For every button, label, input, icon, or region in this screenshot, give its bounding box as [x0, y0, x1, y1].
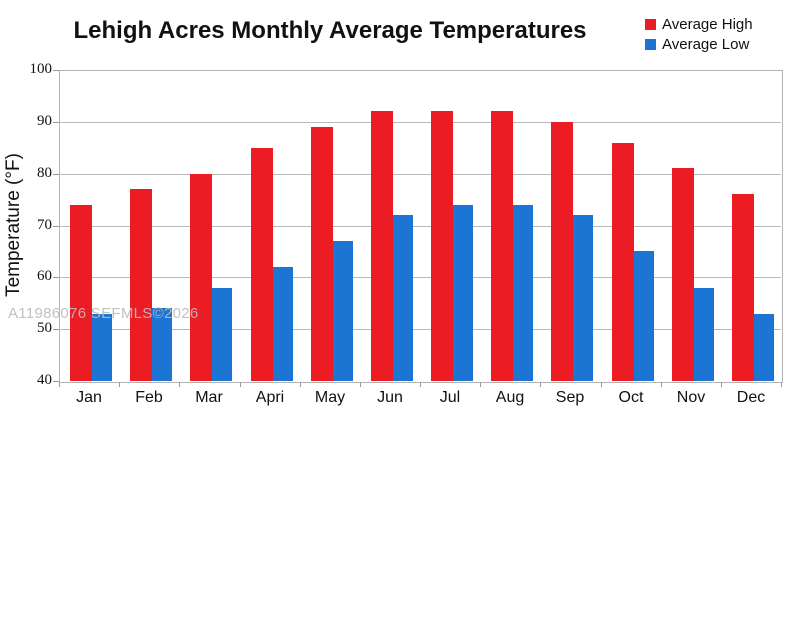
ytick-mark-50 — [53, 329, 59, 330]
month-label-aug: Aug — [495, 389, 525, 406]
legend-swatch-high-icon — [645, 18, 656, 30]
xtick-mark-12 — [781, 382, 782, 387]
xtick-mark-2 — [179, 382, 180, 387]
bar-low-sep — [573, 215, 593, 381]
ytick-mark-60 — [53, 277, 59, 278]
gridline-80 — [59, 174, 781, 175]
bar-low-dec — [754, 314, 774, 381]
month-label-sep: Sep — [555, 389, 585, 406]
ytick-label-80: 80 — [37, 165, 52, 181]
month-label-dec: Dec — [736, 389, 766, 406]
bar-low-jul — [453, 205, 473, 381]
legend-item-high: Average High — [645, 14, 753, 34]
legend-swatch-low-icon — [645, 38, 656, 50]
xtick-mark-3 — [240, 382, 241, 387]
month-label-jun: Jun — [377, 389, 403, 406]
bar-low-feb — [152, 308, 172, 381]
xtick-mark-9 — [601, 382, 602, 387]
bar-low-may — [333, 241, 353, 381]
xtick-mark-4 — [300, 382, 301, 387]
xtick-mark-1 — [119, 382, 120, 387]
bar-low-apri — [273, 267, 293, 381]
bar-high-may — [311, 127, 333, 381]
gridline-50 — [59, 329, 781, 330]
gridline-70 — [59, 226, 781, 227]
ytick-label-70: 70 — [37, 217, 52, 233]
bar-low-aug — [513, 205, 533, 381]
bar-high-nov — [672, 168, 694, 381]
month-label-mar: Mar — [195, 389, 223, 406]
bar-high-oct — [612, 143, 634, 381]
legend-item-low: Average Low — [645, 34, 753, 54]
bar-high-apri — [251, 148, 273, 381]
xtick-mark-6 — [420, 382, 421, 387]
xtick-mark-11 — [721, 382, 722, 387]
ytick-mark-70 — [53, 226, 59, 227]
bar-high-dec — [732, 194, 754, 381]
month-label-apri: Apri — [255, 389, 285, 406]
bar-high-mar — [190, 174, 212, 381]
ytick-label-60: 60 — [37, 268, 52, 284]
bar-high-aug — [491, 111, 513, 381]
ytick-mark-100 — [53, 70, 59, 71]
gridline-60 — [59, 277, 781, 278]
month-label-nov: Nov — [676, 389, 706, 406]
xtick-mark-10 — [661, 382, 662, 387]
legend-label-high: Average High — [662, 15, 753, 33]
bar-low-oct — [634, 251, 654, 381]
ytick-mark-80 — [53, 174, 59, 175]
bar-high-feb — [130, 189, 152, 381]
xtick-mark-8 — [540, 382, 541, 387]
month-label-oct: Oct — [618, 389, 644, 406]
ytick-label-90: 90 — [37, 113, 52, 129]
gridline-90 — [59, 122, 781, 123]
chart-title: Lehigh Acres Monthly Average Temperature… — [73, 17, 587, 44]
bar-low-mar — [212, 288, 232, 381]
watermark-text: A11986076 SEFMLS©2026 — [8, 305, 199, 322]
bar-low-jun — [393, 215, 413, 381]
bar-high-jun — [371, 111, 393, 381]
month-label-feb: Feb — [135, 389, 163, 406]
ytick-label-50: 50 — [37, 320, 52, 336]
bar-low-nov — [694, 288, 714, 381]
bar-low-jan — [92, 314, 112, 381]
month-label-jul: Jul — [439, 389, 461, 406]
legend: Average High Average Low — [645, 14, 753, 54]
month-label-may: May — [314, 389, 346, 406]
bar-high-jan — [70, 205, 92, 381]
xtick-mark-7 — [480, 382, 481, 387]
ytick-mark-90 — [53, 122, 59, 123]
month-label-jan: Jan — [76, 389, 102, 406]
bar-high-jul — [431, 111, 453, 381]
xtick-mark-5 — [360, 382, 361, 387]
ytick-label-100: 100 — [29, 61, 53, 77]
bar-high-sep — [551, 122, 573, 381]
ytick-label-40: 40 — [37, 372, 52, 388]
xtick-mark-0 — [59, 382, 60, 387]
ytick-mark-40 — [53, 381, 59, 382]
legend-label-low: Average Low — [662, 35, 750, 53]
